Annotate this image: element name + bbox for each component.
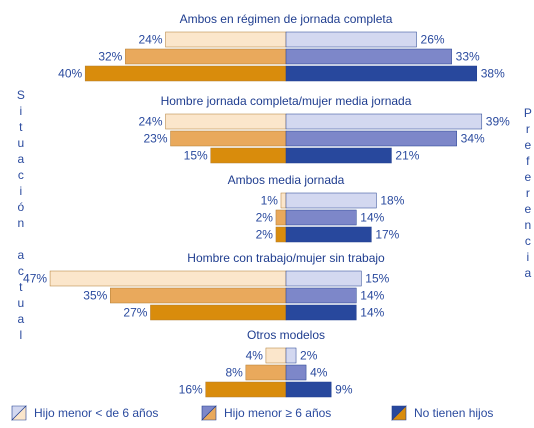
left-bar <box>275 209 287 226</box>
right-value-label: 21% <box>395 149 419 163</box>
left-bar <box>210 147 287 164</box>
right-value-label: 4% <box>310 366 328 380</box>
right-bar <box>285 304 357 321</box>
right-value-label: 39% <box>486 115 510 129</box>
left-bar <box>49 270 287 287</box>
right-value-label: 18% <box>380 194 404 208</box>
group-title: Hombre con trabajo/mujer sin trabajo <box>187 251 385 265</box>
right-value-label: 34% <box>461 132 485 146</box>
left-bar <box>275 226 287 243</box>
right-value-label: 38% <box>481 67 505 81</box>
left-bar <box>205 381 287 398</box>
left-value-label: 23% <box>144 132 168 146</box>
right-bar <box>285 287 357 304</box>
left-value-label: 47% <box>23 272 47 286</box>
right-value-label: 9% <box>335 383 353 397</box>
right-bar <box>285 31 417 48</box>
group-title: Hombre jornada completa/mujer media jorn… <box>161 94 412 108</box>
right-value-label: 14% <box>360 306 384 320</box>
left-bar <box>84 65 287 82</box>
right-bar <box>285 364 307 381</box>
right-bar <box>285 147 392 164</box>
legend-label: Hijo menor ≥ 6 años <box>224 406 331 420</box>
right-bar <box>285 381 332 398</box>
left-bar <box>125 48 287 65</box>
group-title: Ambos en régimen de jornada completa <box>180 12 393 26</box>
right-axis-label: Preferencia <box>521 106 534 282</box>
legend-label: No tienen hijos <box>414 406 493 420</box>
legend-swatch-right <box>201 405 217 421</box>
right-bar <box>285 347 297 364</box>
left-value-label: 16% <box>179 383 203 397</box>
right-value-label: 15% <box>365 272 389 286</box>
left-value-label: 32% <box>98 50 122 64</box>
right-bar <box>285 192 377 209</box>
right-value-label: 33% <box>456 50 480 64</box>
legend-label: Hijo menor < de 6 años <box>34 406 158 420</box>
right-value-label: 14% <box>360 211 384 225</box>
legend-swatch-right <box>11 405 27 421</box>
left-bar <box>280 192 287 209</box>
left-value-label: 27% <box>123 306 147 320</box>
right-bar <box>285 270 362 287</box>
left-value-label: 4% <box>246 349 264 363</box>
right-bar <box>285 209 357 226</box>
legend-swatch-right <box>391 405 407 421</box>
left-value-label: 2% <box>256 211 274 225</box>
left-value-label: 24% <box>138 115 162 129</box>
right-value-label: 26% <box>421 33 445 47</box>
right-value-label: 17% <box>375 228 399 242</box>
left-value-label: 8% <box>225 366 243 380</box>
left-bar <box>165 113 287 130</box>
left-bar <box>245 364 287 381</box>
left-bar <box>110 287 287 304</box>
left-value-label: 24% <box>138 33 162 47</box>
left-bar <box>170 130 287 147</box>
left-value-label: 35% <box>83 289 107 303</box>
left-bar <box>150 304 287 321</box>
left-axis-label: Situación actual <box>14 88 28 344</box>
right-bar <box>285 113 483 130</box>
right-bar <box>285 65 478 82</box>
left-bar <box>165 31 287 48</box>
right-bar <box>285 48 452 65</box>
left-value-label: 2% <box>256 228 274 242</box>
left-value-label: 15% <box>184 149 208 163</box>
group-title: Otros modelos <box>247 328 325 342</box>
left-value-label: 1% <box>261 194 279 208</box>
right-value-label: 2% <box>300 349 318 363</box>
left-value-label: 40% <box>58 67 82 81</box>
right-bar <box>285 130 457 147</box>
right-value-label: 14% <box>360 289 384 303</box>
group-title: Ambos media jornada <box>228 173 345 187</box>
left-bar <box>265 347 287 364</box>
right-bar <box>285 226 372 243</box>
